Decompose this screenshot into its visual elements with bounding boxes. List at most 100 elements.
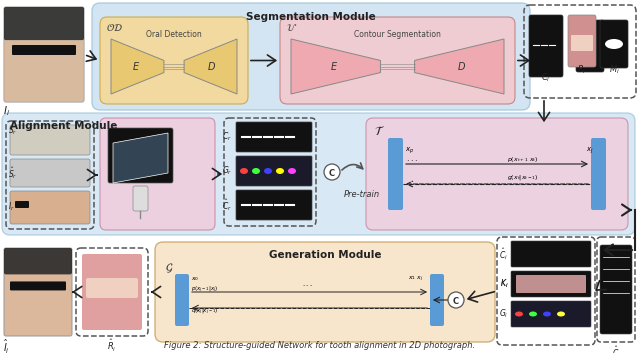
Text: $...$: $...$ xyxy=(406,154,419,163)
FancyBboxPatch shape xyxy=(12,45,76,55)
Ellipse shape xyxy=(276,168,284,174)
Text: $G_i$: $G_i$ xyxy=(499,308,508,320)
FancyBboxPatch shape xyxy=(236,156,312,186)
FancyBboxPatch shape xyxy=(4,7,84,40)
FancyBboxPatch shape xyxy=(280,17,515,104)
Ellipse shape xyxy=(240,168,248,174)
Text: $x_1\ x_j$: $x_1\ x_j$ xyxy=(408,275,424,284)
Text: $\hat{C}_r$: $\hat{C}_r$ xyxy=(222,197,232,213)
Text: $x_0$: $x_0$ xyxy=(191,275,199,283)
Text: $p(x_{j-1}|x_j)$: $p(x_{j-1}|x_j)$ xyxy=(191,284,218,294)
FancyBboxPatch shape xyxy=(430,274,444,326)
FancyBboxPatch shape xyxy=(2,113,635,235)
FancyBboxPatch shape xyxy=(15,201,29,208)
Text: $\hat{R}_i$: $\hat{R}_i$ xyxy=(108,338,116,353)
Text: $\hat{S}_r$: $\hat{S}_r$ xyxy=(8,165,17,181)
Polygon shape xyxy=(291,39,380,94)
Text: Segmentation Module: Segmentation Module xyxy=(246,12,376,22)
FancyBboxPatch shape xyxy=(10,191,90,224)
FancyBboxPatch shape xyxy=(236,122,312,152)
FancyBboxPatch shape xyxy=(600,20,628,68)
FancyBboxPatch shape xyxy=(591,138,606,210)
Text: $C_r$: $C_r$ xyxy=(222,131,232,143)
FancyBboxPatch shape xyxy=(576,20,604,72)
FancyBboxPatch shape xyxy=(529,15,563,77)
Text: Pre-train: Pre-train xyxy=(344,190,380,199)
Text: $C_i$: $C_i$ xyxy=(541,72,551,84)
Ellipse shape xyxy=(288,168,296,174)
FancyBboxPatch shape xyxy=(388,138,403,210)
Polygon shape xyxy=(415,39,504,94)
Text: $g(x_t|x_{t-1})$: $g(x_t|x_{t-1})$ xyxy=(507,174,539,183)
Polygon shape xyxy=(113,133,168,183)
Polygon shape xyxy=(111,39,164,94)
Ellipse shape xyxy=(515,311,523,317)
Ellipse shape xyxy=(529,311,537,317)
FancyBboxPatch shape xyxy=(100,17,248,104)
Text: $...$: $...$ xyxy=(301,282,312,288)
FancyBboxPatch shape xyxy=(511,271,591,297)
Text: Alignment Module: Alignment Module xyxy=(10,121,117,131)
Text: $\mathcal{G}$: $\mathcal{G}$ xyxy=(165,262,173,275)
Ellipse shape xyxy=(252,168,260,174)
Text: $\mathbf{C}$: $\mathbf{C}$ xyxy=(328,167,336,178)
Text: Generation Module: Generation Module xyxy=(269,250,381,260)
Ellipse shape xyxy=(264,168,272,174)
FancyBboxPatch shape xyxy=(175,274,189,326)
Ellipse shape xyxy=(605,39,623,49)
FancyBboxPatch shape xyxy=(4,248,72,274)
FancyBboxPatch shape xyxy=(108,128,173,183)
Text: $G_r$: $G_r$ xyxy=(221,165,232,177)
Ellipse shape xyxy=(557,311,565,317)
FancyBboxPatch shape xyxy=(236,190,312,220)
Text: $\hat{C}_i$: $\hat{C}_i$ xyxy=(612,344,620,353)
FancyBboxPatch shape xyxy=(4,248,72,336)
Text: $I_r$: $I_r$ xyxy=(8,201,15,213)
Text: $x_j$: $x_j$ xyxy=(586,146,594,156)
FancyBboxPatch shape xyxy=(568,15,596,67)
Text: $p(x_{t+1}\ x_t)$: $p(x_{t+1}\ x_t)$ xyxy=(507,155,539,164)
FancyBboxPatch shape xyxy=(10,281,66,291)
FancyBboxPatch shape xyxy=(100,118,215,230)
Polygon shape xyxy=(184,39,237,94)
Text: $\hat{I}_i$: $\hat{I}_i$ xyxy=(3,338,10,353)
Text: $D$: $D$ xyxy=(457,60,466,72)
Text: $\hat{C}_i$: $\hat{C}_i$ xyxy=(499,246,508,262)
Text: $\mathcal{U}$: $\mathcal{U}$ xyxy=(286,22,297,33)
FancyBboxPatch shape xyxy=(82,254,142,330)
Text: Oral Detection: Oral Detection xyxy=(146,30,202,39)
FancyBboxPatch shape xyxy=(571,35,593,51)
Ellipse shape xyxy=(543,311,551,317)
Text: Contour Segmentation: Contour Segmentation xyxy=(354,30,441,39)
Text: $R_i$: $R_i$ xyxy=(577,63,587,76)
FancyBboxPatch shape xyxy=(86,278,138,298)
Text: $q(x_j|x_{j-1})$: $q(x_j|x_{j-1})$ xyxy=(191,306,218,316)
FancyBboxPatch shape xyxy=(511,301,591,327)
Text: $\mathcal{T}$: $\mathcal{T}$ xyxy=(374,125,385,138)
Text: $\mathbf{C}$: $\mathbf{C}$ xyxy=(452,294,460,305)
FancyBboxPatch shape xyxy=(4,40,84,102)
FancyBboxPatch shape xyxy=(10,159,90,187)
Text: $K_i$: $K_i$ xyxy=(500,278,508,290)
Text: $S_r$: $S_r$ xyxy=(8,125,17,137)
Text: $I_i$: $I_i$ xyxy=(3,104,10,118)
FancyBboxPatch shape xyxy=(600,245,632,334)
Text: $E$: $E$ xyxy=(132,60,140,72)
FancyBboxPatch shape xyxy=(10,125,90,155)
Text: $\mathcal{OD}$: $\mathcal{OD}$ xyxy=(106,22,123,33)
FancyBboxPatch shape xyxy=(155,242,495,342)
Text: $E$: $E$ xyxy=(330,60,338,72)
Circle shape xyxy=(448,292,464,308)
FancyBboxPatch shape xyxy=(511,241,591,267)
FancyBboxPatch shape xyxy=(4,7,84,102)
FancyBboxPatch shape xyxy=(133,186,148,211)
Text: $x_p$: $x_p$ xyxy=(405,146,414,156)
FancyBboxPatch shape xyxy=(516,275,586,293)
Text: $K_i$: $K_i$ xyxy=(500,278,508,290)
Text: $D$: $D$ xyxy=(207,60,216,72)
Circle shape xyxy=(324,164,340,180)
Text: Figure 2: Structure-guided Network for tooth alignment in 2D photograph.: Figure 2: Structure-guided Network for t… xyxy=(164,341,476,350)
FancyBboxPatch shape xyxy=(92,3,530,110)
FancyBboxPatch shape xyxy=(366,118,628,230)
Text: $M_i$: $M_i$ xyxy=(609,63,620,76)
